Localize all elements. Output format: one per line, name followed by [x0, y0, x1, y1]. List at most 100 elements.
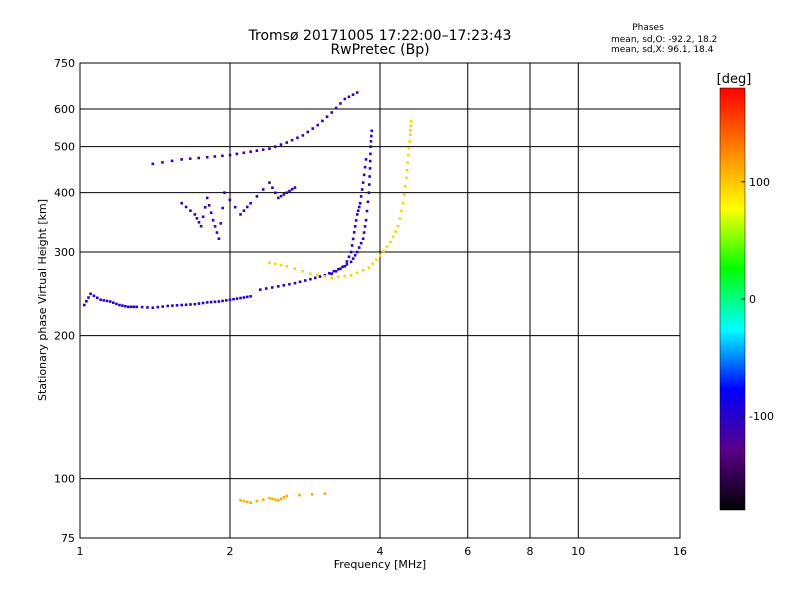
data-point-o	[255, 195, 259, 198]
data-point-o	[223, 191, 226, 194]
data-point-o	[184, 205, 188, 209]
data-point-o	[228, 153, 232, 157]
data-point-o	[347, 255, 351, 259]
x-tick-label: 10	[571, 545, 585, 558]
data-point-o	[276, 196, 280, 200]
data-point-o	[261, 188, 265, 191]
data-point-o	[239, 213, 242, 216]
data-point-o	[334, 106, 338, 110]
data-point-o	[92, 294, 96, 298]
data-point-o	[282, 193, 286, 196]
data-point-x	[409, 120, 413, 123]
data-point-o	[303, 279, 307, 282]
y-tick-label: 500	[54, 141, 75, 154]
data-point-o	[347, 95, 351, 99]
data-point-o	[161, 161, 164, 164]
y-tick-label: 100	[54, 473, 75, 486]
data-point-x	[255, 499, 259, 503]
grid	[80, 63, 680, 538]
data-point-o	[140, 305, 144, 309]
x-tick-label: 1	[77, 545, 84, 558]
phase-colorbar: [deg] 100 0 -100	[717, 72, 774, 511]
data-point-o	[357, 205, 361, 209]
data-point-o	[332, 269, 336, 273]
data-point-o	[365, 209, 369, 213]
data-point-o	[293, 281, 297, 285]
data-point-o	[367, 183, 371, 186]
data-point-o	[175, 304, 179, 307]
y-axis-ticks: 75 100 200 300 400 500 600 750	[54, 57, 75, 545]
data-point-o	[203, 206, 207, 209]
data-point-o	[343, 264, 347, 268]
data-point-x	[371, 262, 374, 265]
data-point-o	[205, 196, 209, 200]
data-point-x	[349, 273, 353, 277]
data-point-o	[249, 295, 252, 298]
x-tick-label: 4	[377, 545, 384, 558]
data-point-o	[325, 115, 329, 119]
data-point-o	[193, 302, 197, 306]
data-point-x	[361, 268, 365, 272]
data-point-o	[126, 305, 130, 309]
data-point-o	[189, 209, 192, 212]
data-point-o	[270, 286, 274, 289]
data-point-o	[166, 304, 170, 308]
data-point-x	[402, 193, 406, 197]
data-point-o	[279, 194, 283, 198]
data-point-x	[268, 496, 271, 500]
chart-subtitle: RwPretec (Bp)	[330, 42, 429, 58]
data-point-o	[369, 152, 372, 156]
data-point-o	[195, 217, 199, 220]
data-point-x	[408, 133, 412, 136]
data-point-o	[369, 145, 372, 148]
x-tick-label: 8	[527, 545, 534, 558]
colorbar-ticks: 100 0 -100	[741, 176, 774, 423]
y-tick-label: 75	[61, 532, 75, 545]
data-point-o	[209, 300, 213, 304]
data-point-o	[199, 224, 203, 228]
data-point-x	[323, 275, 326, 278]
data-point-x	[374, 258, 378, 261]
data-point-o	[337, 267, 340, 271]
data-point-o	[366, 200, 370, 204]
data-point-o	[349, 250, 353, 254]
data-point-o	[351, 237, 355, 241]
data-point-o	[215, 231, 219, 234]
data-point-o	[316, 123, 320, 127]
data-point-x	[276, 499, 280, 502]
data-point-o	[318, 275, 322, 278]
data-point-x	[407, 153, 410, 157]
data-point-o	[306, 130, 310, 134]
data-point-x	[409, 128, 412, 132]
data-point-o	[132, 305, 136, 309]
y-tick-label: 600	[54, 103, 75, 116]
data-point-o	[151, 306, 155, 310]
data-point-o	[364, 218, 368, 222]
data-point-x	[298, 493, 301, 497]
data-point-o	[249, 150, 252, 153]
data-point-x	[330, 276, 334, 279]
data-point-x	[309, 272, 312, 276]
data-point-o	[118, 303, 121, 307]
data-point-o	[161, 305, 165, 308]
data-point-o	[351, 93, 355, 96]
data-point-o	[255, 149, 259, 152]
data-point-o	[201, 301, 205, 305]
data-point-o	[330, 111, 334, 114]
data-point-o	[245, 295, 249, 299]
data-point-o	[355, 250, 359, 254]
data-point-o	[232, 297, 235, 301]
x-tick-label: 2	[227, 545, 234, 558]
data-point-o	[188, 157, 192, 160]
legend-title: Phases	[632, 23, 664, 33]
data-point-x	[268, 261, 271, 264]
y-axis-label: Stationary phase Virtual Height [km]	[36, 199, 49, 401]
data-point-o	[235, 297, 239, 300]
data-point-o	[367, 191, 371, 194]
data-point-o	[313, 276, 317, 280]
data-point-o	[219, 222, 223, 225]
data-point-o	[285, 191, 289, 194]
data-point-o	[357, 246, 361, 249]
y-tick-label: 400	[54, 187, 75, 200]
data-point-o	[217, 237, 221, 241]
